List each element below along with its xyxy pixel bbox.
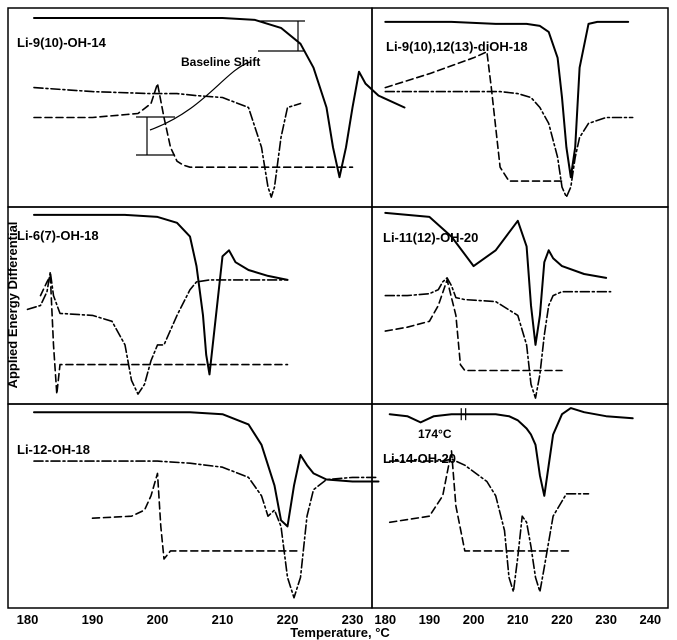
panel-labels: Li-9(10)-OH-14 Li-9(10),12(13)-diOH-18 L… xyxy=(17,35,528,466)
panel-1-dashed-curve xyxy=(33,82,354,168)
temperature-174-annotation: 174°C xyxy=(418,427,452,441)
panel-1-dashdot-curve xyxy=(33,86,302,198)
panel-6-dashdot-curve xyxy=(388,458,590,593)
panel-2-dashed-curve xyxy=(384,51,563,182)
panel-label-li-11-12-oh-20: Li-11(12)-OH-20 xyxy=(383,230,478,245)
x-tick-left-180: 180 xyxy=(17,612,39,627)
panel-frame-5 xyxy=(7,403,373,609)
panel-4-dashdot-curve xyxy=(384,277,612,399)
y-axis-title: Applied Energy Differential xyxy=(5,222,20,389)
x-axis-title: Temperature, °C xyxy=(290,625,390,640)
panel-label-li-9-10-12-13-dioh-18: Li-9(10),12(13)-diOH-18 xyxy=(386,39,528,54)
panel-2-solid-curve xyxy=(384,20,630,179)
x-tick-left-190: 190 xyxy=(82,612,104,627)
panel-1-solid-curve xyxy=(33,17,406,179)
x-tick-left-220: 220 xyxy=(277,612,299,627)
panel-4-dashed-curve xyxy=(384,279,563,372)
x-tick-right-240: 240 xyxy=(639,612,661,627)
x-tick-left-210: 210 xyxy=(212,612,234,627)
x-tick-left-200: 200 xyxy=(147,612,169,627)
panel-6-solid-curve xyxy=(388,407,634,497)
panel-5-solid-curve xyxy=(33,411,380,528)
panel-3-dashdot-curve xyxy=(26,271,289,395)
panel-3-solid-curve xyxy=(33,213,289,376)
panel-5-dashed-curve xyxy=(91,472,302,560)
panel-frames xyxy=(7,7,669,609)
x-tick-right-220: 220 xyxy=(551,612,573,627)
panel-label-li-14-oh-20: Li-14-OH-20 xyxy=(383,451,456,466)
panel-frame-6 xyxy=(371,403,669,609)
panel-6-dashed-curve xyxy=(388,450,572,552)
x-tick-labels: 180 190 200 210 220 230 180 190 200 210 220 230 240 xyxy=(17,612,662,627)
annotations-layer: Baseline Shift 174°C xyxy=(136,20,467,441)
panel-label-li-12-oh-18: Li-12-OH-18 xyxy=(17,442,90,457)
baseline-shift-annotation: Baseline Shift xyxy=(181,55,260,69)
x-tick-right-230: 230 xyxy=(595,612,617,627)
x-tick-right-180: 180 xyxy=(374,612,396,627)
x-tick-right-200: 200 xyxy=(463,612,485,627)
panel-2-dashdot-curve xyxy=(384,90,634,198)
baseline-leader-line xyxy=(149,61,251,131)
panel-frame-2 xyxy=(371,7,669,208)
panel-5-dashdot-curve xyxy=(33,460,380,599)
x-tick-right-190: 190 xyxy=(419,612,441,627)
baseline-shift-marks xyxy=(136,20,467,421)
panel-label-li-6-7-oh-18: Li-6(7)-OH-18 xyxy=(17,228,99,243)
panel-3-dashed-curve xyxy=(39,275,289,395)
panel-4-solid-curve xyxy=(384,211,608,346)
panel-label-li-9-10-oh-14: Li-9(10)-OH-14 xyxy=(17,35,107,50)
x-tick-left-230: 230 xyxy=(342,612,364,627)
x-tick-right-210: 210 xyxy=(507,612,529,627)
curves-layer xyxy=(26,17,634,599)
